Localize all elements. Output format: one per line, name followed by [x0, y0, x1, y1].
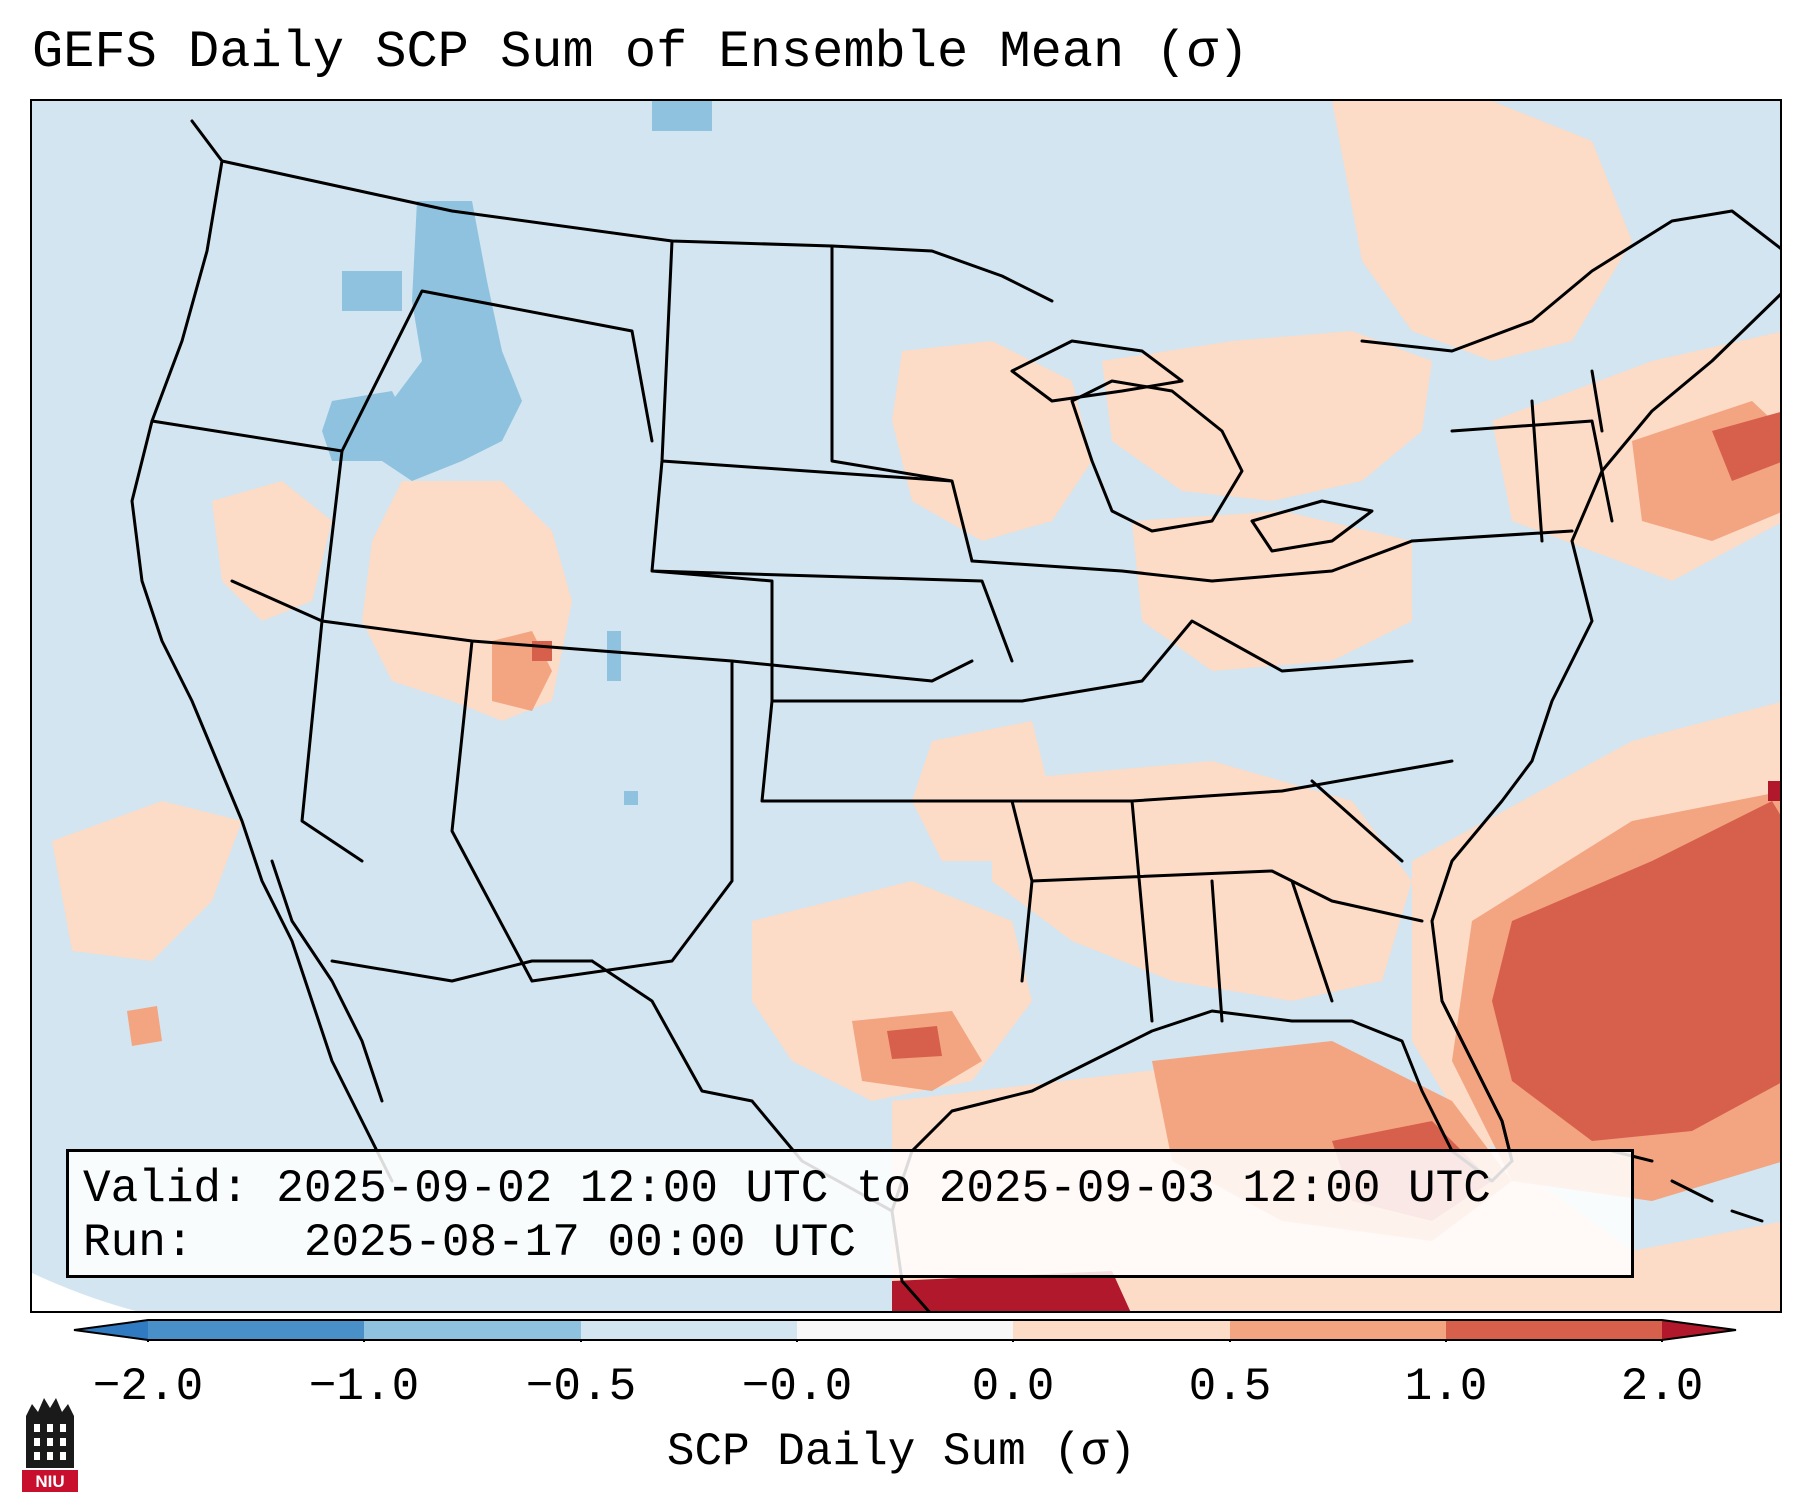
extreme-positive-areas: [892, 781, 1780, 1311]
neg-area-pacific-nw: [342, 271, 402, 311]
colorbar-bin-6: [1230, 1320, 1446, 1340]
great-lakes-outline: [1070, 379, 1244, 533]
colorbar-tick-label: −0.5: [525, 1361, 637, 1413]
baja-coastline: [270, 859, 384, 1103]
pos-area-pacific: [52, 801, 242, 961]
colorbar-bin-5: [1013, 1320, 1230, 1340]
med-area-pacific: [127, 1006, 162, 1046]
strong-area-utah: [532, 641, 552, 661]
colorbar-label: SCP Daily Sum (σ): [666, 1426, 1137, 1478]
chart-title: GEFS Daily SCP Sum of Ensemble Mean (σ): [32, 23, 1249, 82]
colorbar-tick-label: 2.0: [1620, 1361, 1704, 1413]
run-value: 2025-08-17 00:00 UTC: [303, 1217, 856, 1269]
valid-run-infobox: Valid: 2025-09-02 12:00 UTC to 2025-09-0…: [66, 1149, 1634, 1278]
extreme-area-gulf: [892, 1271, 1131, 1311]
colorbar-bin-4: [797, 1320, 1013, 1340]
colorbar-tick-label: 0.5: [1188, 1361, 1272, 1413]
projection-edge-left: [32, 1273, 137, 1311]
colorbar-tick-marks: [147, 1340, 1663, 1342]
neg-area-newmexico: [624, 791, 638, 805]
pos-area-greatlakes: [1102, 331, 1432, 501]
colorbar-tick-label: −0.0: [741, 1361, 853, 1413]
colorbar-bin-3: [581, 1320, 797, 1340]
colorbar-tick-label: 0.0: [971, 1361, 1055, 1413]
neg-area-montana: [382, 201, 522, 481]
colorbar-bin-1: [148, 1320, 364, 1340]
colorbar: [73, 1319, 1737, 1342]
strong-area-newengland: [1712, 412, 1780, 481]
mexico-border: [330, 959, 594, 983]
valid-value: 2025-09-02 12:00 UTC to 2025-09-03 12:00…: [276, 1163, 1491, 1215]
strong-area-atlantic: [1492, 801, 1780, 1141]
anomaly-map: [32, 101, 1780, 1311]
logo-text: NIU: [35, 1472, 64, 1491]
state-lines-northeast: [1410, 369, 1614, 543]
colorbar-extend-high: [1662, 1320, 1736, 1340]
colorbar-bin-2: [364, 1320, 581, 1340]
strong-area-texas: [887, 1026, 942, 1059]
neg-area-colorado: [607, 631, 621, 681]
run-label: Run:: [83, 1217, 194, 1269]
colorbar-bin-7: [1446, 1320, 1662, 1340]
extreme-area-atlantic: [1768, 781, 1780, 801]
pos-area-southeast: [992, 761, 1412, 1001]
negative-anomaly-areas: [322, 101, 712, 805]
colorbar-tick-label: −1.0: [308, 1361, 420, 1413]
pos-area-midwest: [892, 341, 1092, 541]
colorbar-tick-label: 1.0: [1404, 1361, 1488, 1413]
neg-area-canada: [652, 101, 712, 131]
state-lines-west: [150, 289, 974, 983]
canada-coast: [1360, 209, 1780, 353]
pos-area-ohio: [1132, 511, 1412, 671]
colorbar-tick-label: −2.0: [92, 1361, 204, 1413]
state-lines-plains: [650, 239, 1034, 983]
pos-area-quebec: [1332, 101, 1632, 361]
lake-superior: [1010, 339, 1184, 403]
state-lines-east: [970, 539, 1454, 1023]
valid-label: Valid:: [83, 1163, 249, 1215]
lake-erie: [1250, 499, 1374, 553]
niu-building-icon: NIU: [22, 1398, 78, 1492]
colorbar-extend-low: [74, 1320, 148, 1340]
west-coastline: [130, 119, 394, 1183]
map-panel: [30, 99, 1782, 1313]
